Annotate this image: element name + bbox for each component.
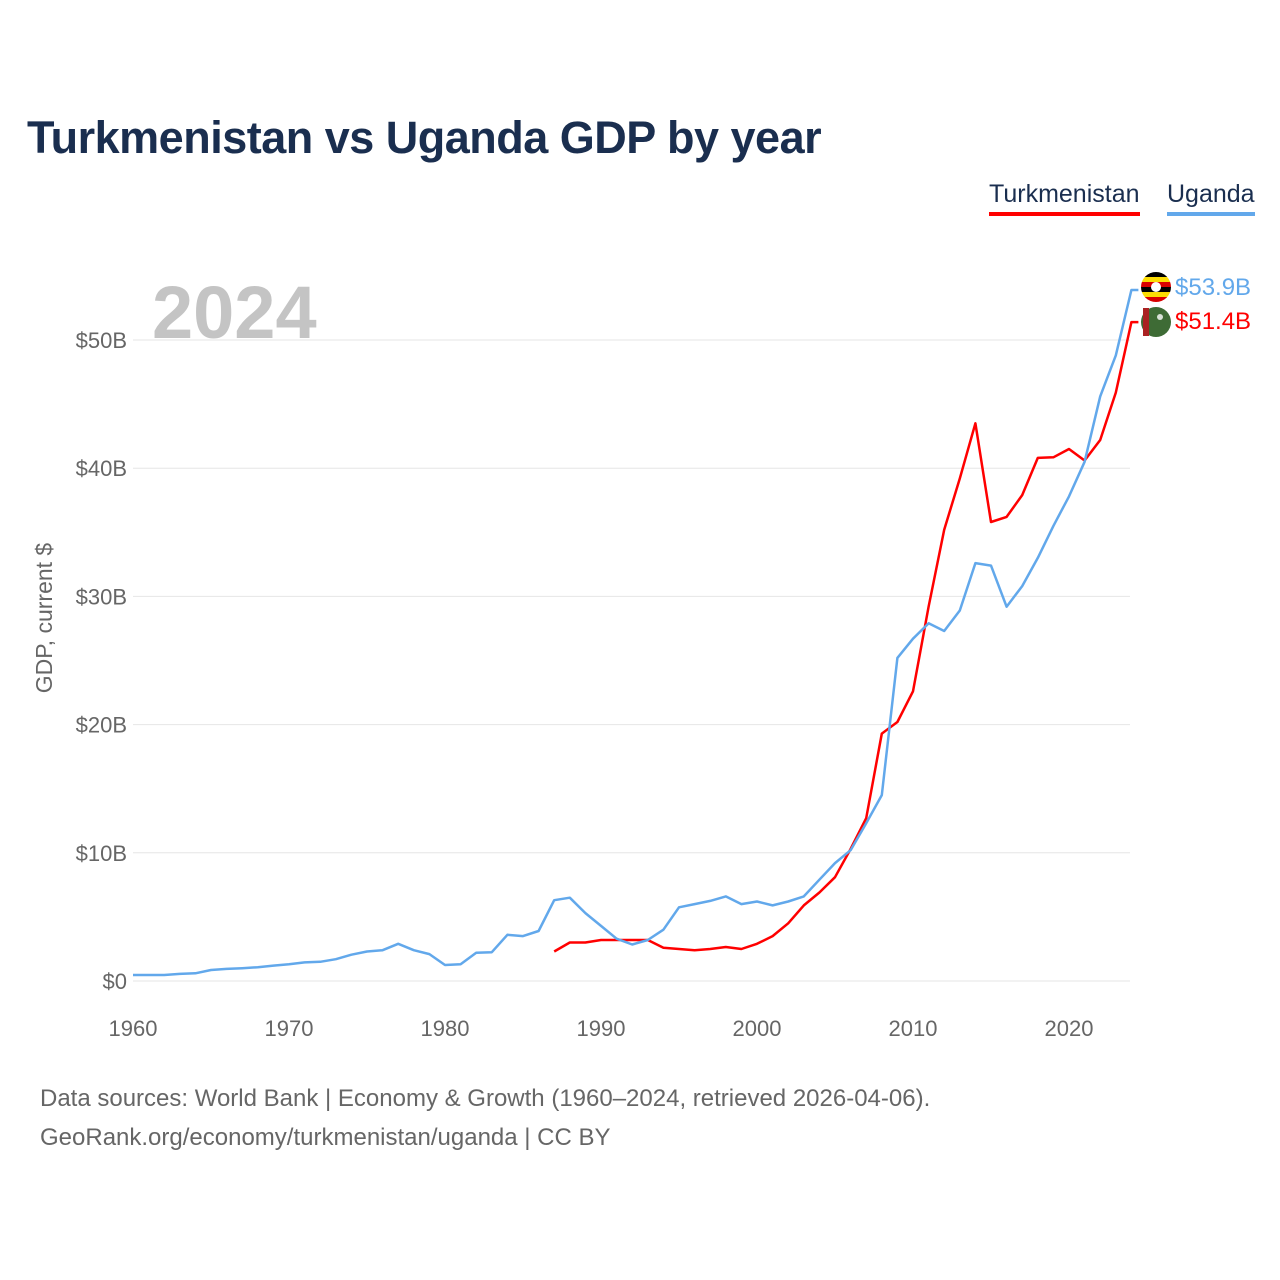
y-tick-label: $20B [76, 713, 127, 738]
turkmenistan-end-value: $51.4B [1175, 308, 1251, 335]
x-tick-label: 1970 [265, 1016, 314, 1041]
turkmenistan-flag-icon [1141, 307, 1171, 337]
y-tick-label: $30B [76, 584, 127, 609]
legend-turkmenistan[interactable]: Turkmenistan [989, 180, 1140, 216]
y-tick-label: $50B [76, 328, 127, 353]
uganda-flag-icon [1141, 272, 1171, 302]
chart-title: Turkmenistan vs Uganda GDP by year [27, 112, 822, 163]
y-tick-label: $0 [103, 969, 127, 994]
y-axis-label: GDP, current $ [31, 543, 57, 694]
y-tick-label: $10B [76, 841, 127, 866]
source-line-1: Data sources: World Bank | Economy & Gro… [40, 1085, 931, 1112]
y-tick-label: $40B [76, 456, 127, 481]
x-tick-label: 2000 [733, 1016, 782, 1041]
uganda-end-value: $53.9B [1175, 274, 1251, 301]
series-line-uganda [133, 288, 1139, 977]
year-label: 2024 [152, 271, 317, 354]
x-tick-label: 1980 [421, 1016, 470, 1041]
series-line-turkmenistan [553, 320, 1139, 953]
x-tick-label: 2010 [889, 1016, 938, 1041]
x-tick-label: 2020 [1045, 1016, 1094, 1041]
legend-uganda[interactable]: Uganda [1167, 180, 1255, 216]
x-tick-label: 1960 [109, 1016, 158, 1041]
source-line-2[interactable]: GeoRank.org/economy/turkmenistan/uganda … [40, 1124, 611, 1151]
x-tick-label: 1990 [577, 1016, 626, 1041]
